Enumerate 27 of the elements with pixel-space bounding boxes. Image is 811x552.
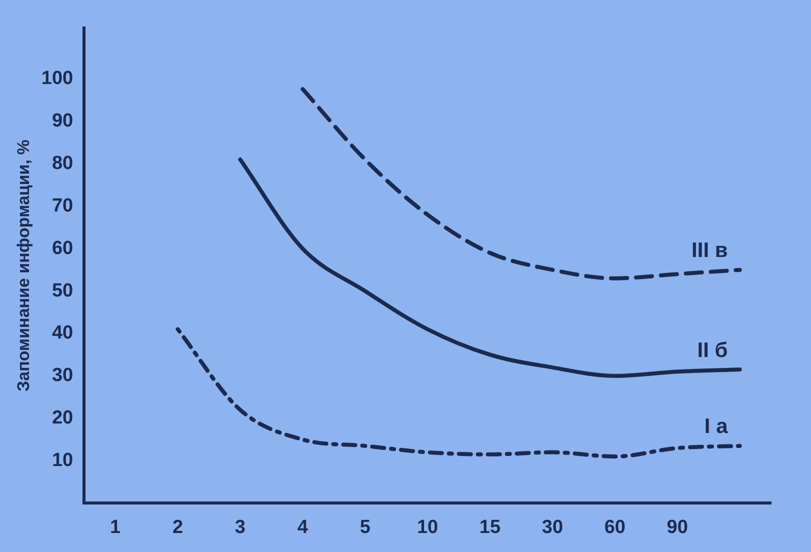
- series-label: III в: [692, 239, 728, 262]
- x-tick-label: 5: [360, 516, 371, 538]
- x-tick-label: 3: [234, 516, 246, 538]
- line-series: [176, 327, 742, 459]
- y-tick-label: 80: [52, 153, 74, 174]
- y-axis-title: Запоминание информации, %: [14, 140, 33, 392]
- y-tick-label: 100: [41, 68, 74, 90]
- x-tick-label: 60: [604, 516, 626, 538]
- x-tick-label: 2: [172, 516, 184, 538]
- y-tick-label: 30: [52, 365, 74, 386]
- x-tick-label: 15: [479, 516, 501, 538]
- line-series: [238, 158, 742, 378]
- x-tick-label: 30: [542, 516, 564, 538]
- series-label: I а: [704, 415, 728, 438]
- y-tick-label: 90: [52, 110, 74, 132]
- y-tick-label: 40: [52, 322, 74, 344]
- y-tick-label: 10: [52, 450, 74, 472]
- line-series: [300, 87, 742, 280]
- x-tick-label: 1: [110, 516, 122, 538]
- x-tick-label: 4: [297, 516, 308, 538]
- y-tick-label: 20: [52, 408, 74, 429]
- x-tick-label: 90: [666, 516, 688, 538]
- series-label: II б: [697, 338, 728, 362]
- y-tick-label: 70: [52, 195, 74, 216]
- y-tick-label: 60: [52, 238, 74, 259]
- x-tick-label: 10: [416, 516, 438, 538]
- y-tick-label: 50: [52, 280, 74, 302]
